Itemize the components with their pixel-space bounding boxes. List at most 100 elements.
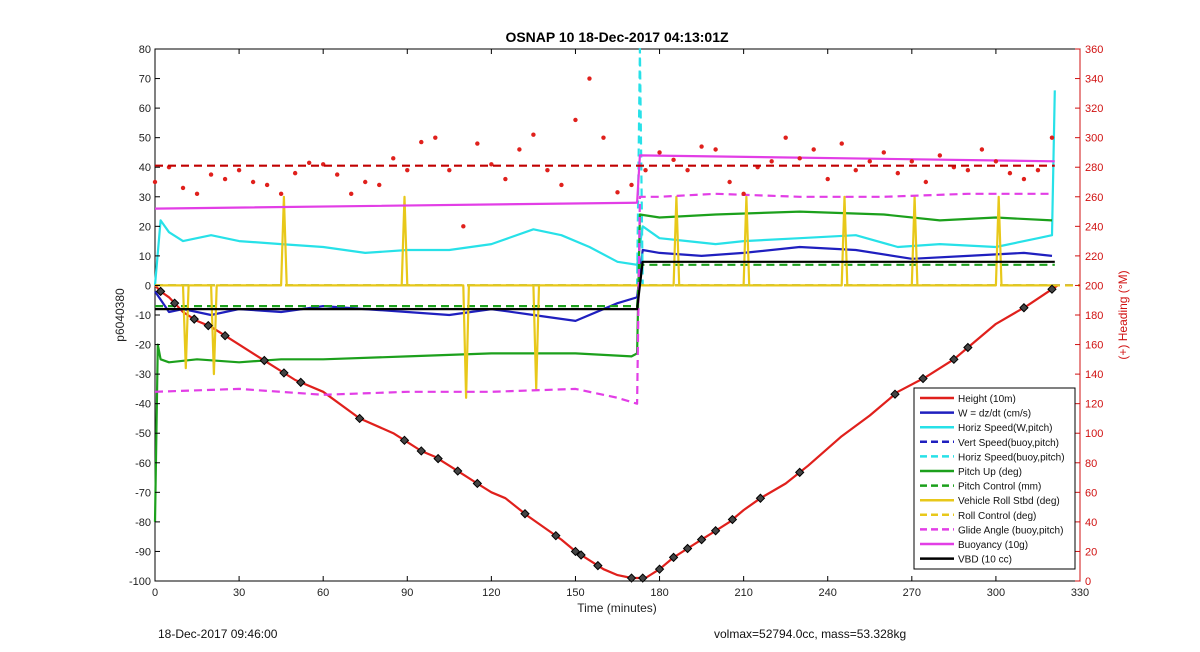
heading-point — [391, 156, 396, 161]
height-marker — [654, 564, 665, 574]
heading-point — [447, 167, 452, 173]
height-marker — [203, 320, 213, 331]
heading-point — [517, 147, 522, 152]
axes-layer: 0 30 60 90 120 150 180 210 240 270 300 330-100-90-8… — [129, 44, 1103, 599]
y-tick-label: 60 — [139, 103, 151, 115]
heading-point — [839, 141, 844, 146]
heading-point — [278, 191, 284, 197]
heading-point — [222, 176, 228, 182]
heading-point — [573, 117, 578, 123]
x-tick-label: 60 — [317, 587, 329, 599]
heading-point — [1035, 167, 1041, 173]
height-marker — [354, 413, 365, 424]
y2-tick-label: 360 — [1085, 44, 1103, 56]
heading-point — [475, 141, 480, 146]
height-marker — [169, 298, 180, 308]
height-marker — [259, 355, 270, 366]
height-marker — [416, 446, 426, 456]
heading-point — [377, 182, 382, 188]
y-tick-label: -30 — [135, 369, 151, 381]
series-line-pitch-up-deg — [153, 210, 1053, 522]
y2-tick-label: 240 — [1085, 221, 1103, 233]
x-tick-label: 150 — [566, 587, 584, 599]
y-tick-label: -60 — [135, 458, 151, 470]
series-layer — [152, 47, 1080, 580]
y-tick-label: 0 — [145, 280, 151, 292]
height-marker — [593, 560, 603, 571]
height-marker — [638, 573, 648, 583]
heading-point — [615, 190, 620, 195]
x-tick-label: 30 — [233, 587, 245, 599]
heading-point — [769, 159, 774, 164]
y-tick-label: -90 — [135, 546, 151, 558]
heading-point — [587, 76, 592, 81]
heading-point — [1021, 176, 1027, 182]
height-marker — [399, 435, 410, 446]
heading-point — [909, 159, 915, 164]
heading-point — [363, 179, 368, 185]
legend-label: Vert Speed(buoy,pitch) — [958, 438, 1059, 449]
series-line-horiz-speed-w-pitch — [153, 90, 1056, 286]
heading-point — [433, 135, 438, 140]
series-line-glide-angle-buoy-pitch — [154, 192, 1052, 405]
heading-point — [489, 162, 494, 167]
y-tick-label: -70 — [135, 487, 151, 499]
y2-tick-label: 140 — [1085, 369, 1103, 381]
series-line-vbd-10-cc — [155, 260, 1055, 311]
x-tick-label: 180 — [650, 587, 668, 599]
y2-tick-label: 120 — [1085, 399, 1103, 411]
y-tick-label: 50 — [139, 133, 151, 145]
height-marker — [570, 546, 581, 557]
height-marker — [626, 573, 637, 583]
heading-point — [1007, 170, 1013, 176]
legend-label: Buoyancy (10g) — [958, 540, 1028, 551]
y-tick-label: 40 — [139, 162, 151, 174]
y-tick-label: -100 — [129, 576, 151, 588]
y-tick-label: 10 — [139, 251, 151, 263]
height-marker — [155, 286, 166, 297]
height-marker — [727, 514, 738, 525]
y-tick-label: 70 — [139, 74, 151, 86]
x-tick-label: 330 — [1071, 587, 1089, 599]
heading-point — [419, 139, 424, 145]
x-tick-label: 210 — [734, 587, 752, 599]
heading-point — [881, 150, 886, 155]
height-marker — [296, 377, 306, 388]
x-tick-label: 90 — [401, 587, 413, 599]
legend-label: Height (10m) — [958, 394, 1016, 405]
legend-box — [913, 387, 1076, 570]
x-tick-label: 120 — [482, 587, 500, 599]
height-marker — [890, 389, 900, 399]
heading-point — [194, 191, 200, 197]
legend-label: Horiz Speed(buoy,pitch) — [958, 452, 1065, 463]
heading-point — [292, 170, 298, 176]
height-marker — [279, 368, 289, 378]
y-tick-label: 20 — [139, 221, 151, 233]
heading-point — [741, 191, 746, 197]
y2-tick-label: 220 — [1085, 251, 1103, 263]
legend-label: W = dz/dt (cm/s) — [958, 409, 1031, 420]
x-tick-label: 270 — [903, 587, 921, 599]
height-marker — [918, 373, 928, 384]
y2-axis-label: (+) Heading (°M) — [1116, 270, 1130, 359]
heading-point — [503, 176, 508, 182]
footer-timestamp: 18-Dec-2017 09:46:00 — [158, 627, 278, 641]
heading-point — [965, 167, 971, 173]
series-line-buoyancy-10g — [154, 154, 1055, 210]
heading-point — [867, 159, 872, 164]
y-tick-label: -80 — [135, 517, 151, 529]
height-marker — [696, 534, 707, 545]
legend-label: Pitch Control (mm) — [958, 482, 1041, 493]
legend-label: Glide Angle (buoy,pitch) — [958, 525, 1063, 536]
height-marker — [963, 342, 973, 353]
heading-point — [461, 224, 466, 229]
heading-point — [152, 179, 158, 185]
heading-point — [559, 182, 564, 188]
heading-point — [993, 159, 999, 164]
height-marker — [794, 467, 805, 478]
height-marker — [520, 509, 530, 519]
legend-label: Pitch Up (deg) — [958, 467, 1022, 478]
heading-point — [334, 172, 340, 177]
heading-point — [180, 185, 186, 191]
heading-point — [825, 176, 830, 182]
